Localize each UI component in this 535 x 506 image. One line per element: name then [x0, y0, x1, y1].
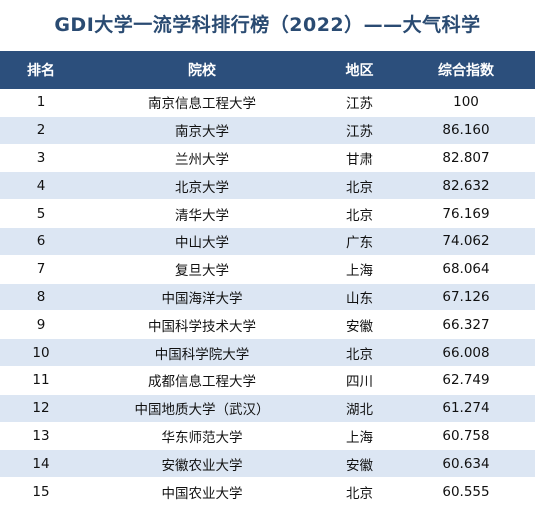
- table-row: 6 中山大学 广东 74.062: [0, 227, 535, 256]
- table-body: 1 南京信息工程大学 江苏 100 2 南京大学 江苏 86.160 3 兰州大…: [0, 89, 535, 506]
- table-row: 9 中国科学技术大学 安徽 66.327: [0, 310, 535, 340]
- cell-score: 100: [397, 89, 535, 117]
- table-row: 13 华东师范大学 上海 60.758: [0, 422, 535, 451]
- cell-school: 复旦大学: [82, 255, 322, 284]
- cell-score: 68.064: [397, 255, 535, 284]
- cell-school: 南京大学: [82, 116, 322, 145]
- page-title: GDI大学一流学科排行榜（2022）——大气科学: [54, 14, 481, 36]
- cell-school: 成都信息工程大学: [82, 366, 322, 395]
- cell-region: 安徽: [322, 310, 397, 340]
- cell-region: 北京: [322, 199, 397, 228]
- cell-region: 北京: [322, 171, 397, 201]
- cell-school: 中国科学院大学: [82, 338, 322, 367]
- cell-school: 中国海洋大学: [82, 283, 322, 312]
- cell-score: 76.169: [397, 199, 535, 228]
- cell-school: 清华大学: [82, 199, 322, 228]
- cell-rank: 1: [0, 89, 82, 117]
- cell-school: 中国地质大学（武汉）: [82, 394, 322, 423]
- header-rank: 排名: [0, 51, 82, 89]
- cell-score: 66.008: [397, 338, 535, 367]
- cell-rank: 6: [0, 227, 82, 256]
- cell-region: 广东: [322, 227, 397, 256]
- cell-score: 60.634: [397, 449, 535, 479]
- cell-score: 74.062: [397, 227, 535, 256]
- cell-region: 安徽: [322, 449, 397, 479]
- header-region: 地区: [322, 51, 397, 89]
- cell-rank: 5: [0, 199, 82, 228]
- cell-school: 华东师范大学: [82, 422, 322, 451]
- table-row: 8 中国海洋大学 山东 67.126: [0, 283, 535, 312]
- table-row: 1 南京信息工程大学 江苏 100: [0, 89, 535, 117]
- cell-school: 北京大学: [82, 171, 322, 201]
- cell-region: 江苏: [322, 116, 397, 145]
- table-row: 2 南京大学 江苏 86.160: [0, 116, 535, 145]
- cell-rank: 2: [0, 116, 82, 145]
- cell-score: 86.160: [397, 116, 535, 145]
- cell-score: 62.749: [397, 366, 535, 395]
- table-row: 12 中国地质大学（武汉） 湖北 61.274: [0, 394, 535, 423]
- table-row: 7 复旦大学 上海 68.064: [0, 255, 535, 284]
- cell-rank: 7: [0, 255, 82, 284]
- table-row: 15 中国农业大学 北京 60.555: [0, 477, 535, 506]
- cell-score: 82.632: [397, 171, 535, 201]
- cell-region: 江苏: [322, 89, 397, 117]
- table-row: 10 中国科学院大学 北京 66.008: [0, 338, 535, 367]
- cell-school: 兰州大学: [82, 144, 322, 173]
- cell-score: 60.555: [397, 477, 535, 506]
- cell-region: 山东: [322, 283, 397, 312]
- cell-region: 湖北: [322, 394, 397, 423]
- table-header: 排名 院校 地区 综合指数: [0, 51, 535, 89]
- cell-region: 上海: [322, 422, 397, 451]
- ranking-table: 排名 院校 地区 综合指数 1 南京信息工程大学 江苏 100 2 南京大学 江…: [0, 51, 535, 506]
- cell-school: 中山大学: [82, 227, 322, 256]
- cell-score: 67.126: [397, 283, 535, 312]
- header-row: 排名 院校 地区 综合指数: [0, 51, 535, 89]
- cell-region: 北京: [322, 477, 397, 506]
- cell-school: 中国科学技术大学: [82, 310, 322, 340]
- cell-region: 四川: [322, 366, 397, 395]
- cell-rank: 14: [0, 449, 82, 479]
- cell-school: 南京信息工程大学: [82, 89, 322, 117]
- cell-school: 中国农业大学: [82, 477, 322, 506]
- cell-rank: 9: [0, 310, 82, 340]
- cell-region: 甘肃: [322, 144, 397, 173]
- table-row: 11 成都信息工程大学 四川 62.749: [0, 366, 535, 395]
- cell-rank: 11: [0, 366, 82, 395]
- cell-rank: 4: [0, 171, 82, 201]
- header-score: 综合指数: [397, 51, 535, 89]
- cell-score: 61.274: [397, 394, 535, 423]
- table-row: 5 清华大学 北京 76.169: [0, 199, 535, 228]
- table-row: 14 安徽农业大学 安徽 60.634: [0, 449, 535, 479]
- cell-rank: 10: [0, 338, 82, 367]
- table-row: 4 北京大学 北京 82.632: [0, 171, 535, 201]
- cell-score: 82.807: [397, 144, 535, 173]
- cell-region: 北京: [322, 338, 397, 367]
- cell-rank: 8: [0, 283, 82, 312]
- cell-score: 66.327: [397, 310, 535, 340]
- cell-rank: 15: [0, 477, 82, 506]
- table-row: 3 兰州大学 甘肃 82.807: [0, 144, 535, 173]
- header-school: 院校: [82, 51, 322, 89]
- cell-score: 60.758: [397, 422, 535, 451]
- cell-region: 上海: [322, 255, 397, 284]
- cell-rank: 3: [0, 144, 82, 173]
- cell-school: 安徽农业大学: [82, 449, 322, 479]
- cell-rank: 13: [0, 422, 82, 451]
- cell-rank: 12: [0, 394, 82, 423]
